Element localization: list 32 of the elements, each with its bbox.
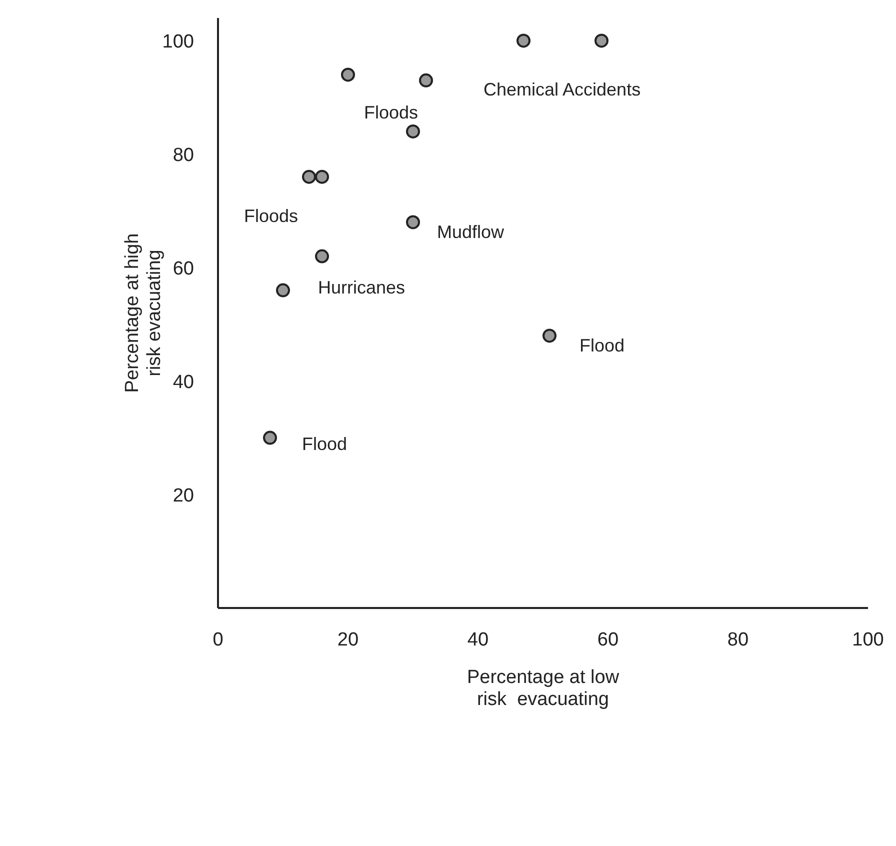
x-tick-label: 60 xyxy=(597,629,619,650)
annotation: Flood xyxy=(580,336,625,356)
point xyxy=(542,328,556,343)
point xyxy=(263,430,277,445)
annotation: Chemical Accidents xyxy=(484,80,641,100)
point xyxy=(516,34,530,48)
x-tick-label: 40 xyxy=(467,629,489,650)
y-tick-label: 40 xyxy=(172,372,194,393)
annotation: Floods xyxy=(364,102,418,123)
point xyxy=(406,215,420,230)
x-axis-title: Percentage at low risk evacuating xyxy=(466,667,620,710)
point xyxy=(406,124,420,138)
x-tick-label: 0 xyxy=(212,629,224,650)
point xyxy=(276,283,290,298)
point xyxy=(419,73,433,88)
y-axis-title: Percentage at high risk evacuating xyxy=(122,233,165,393)
x-tick-label: 100 xyxy=(852,629,884,650)
point xyxy=(594,34,608,48)
x-tick-label: 20 xyxy=(337,629,359,650)
annotation: Flood xyxy=(302,434,348,454)
y-tick-label: 60 xyxy=(172,258,194,280)
annotation: Mudflow xyxy=(437,222,506,242)
y-tick-label: 80 xyxy=(172,144,194,166)
point xyxy=(341,68,355,82)
y-tick-label: 100 xyxy=(162,31,194,52)
y-tick-label: 20 xyxy=(172,485,194,506)
point xyxy=(302,170,316,184)
point xyxy=(315,249,329,264)
annotation: Hurricanes xyxy=(318,277,406,298)
annotation: Floods xyxy=(244,206,298,226)
x-tick-label: 80 xyxy=(727,629,749,650)
point xyxy=(315,170,329,184)
